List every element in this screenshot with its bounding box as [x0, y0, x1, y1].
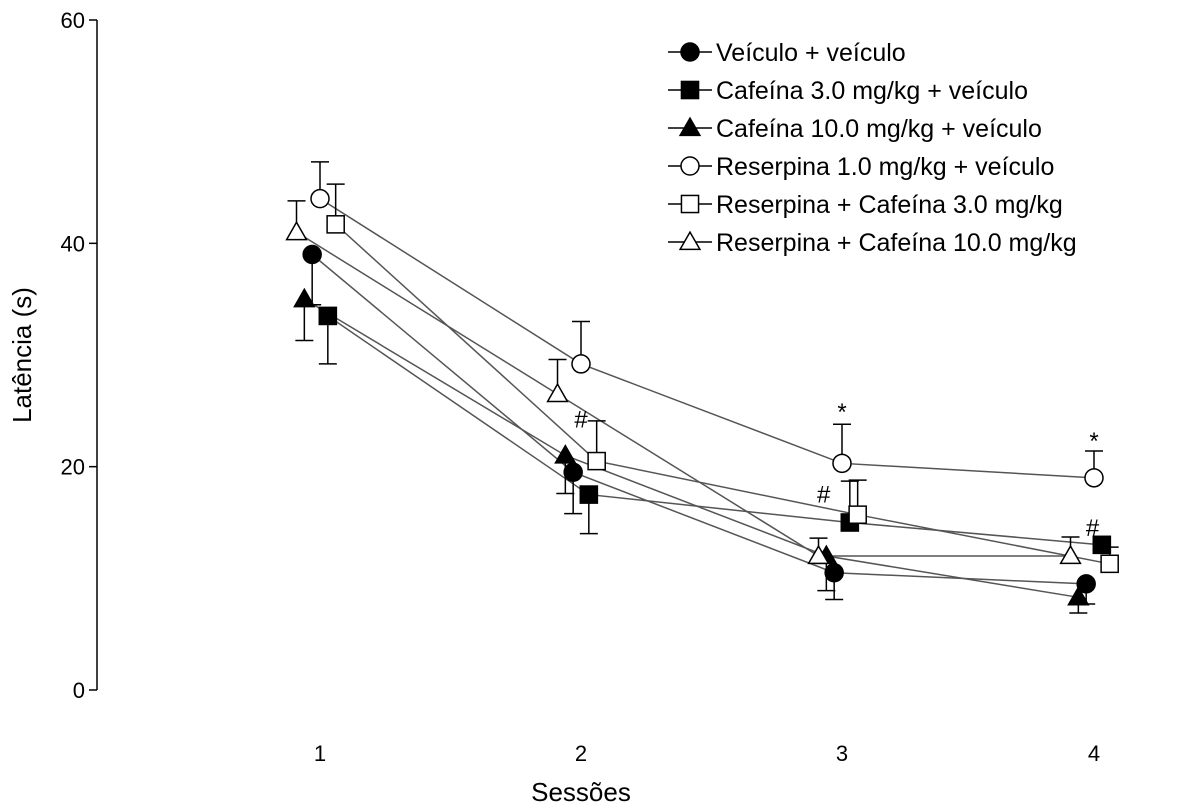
legend-item: Reserpina 1.0 mg/kg + veículo — [668, 153, 1054, 181]
data-point — [832, 453, 852, 474]
data-point — [1084, 468, 1104, 488]
legend-item: Cafeína 10.0 mg/kg + veículo — [668, 115, 1042, 143]
data-point — [587, 451, 606, 471]
significance-mark: # — [817, 481, 831, 508]
y-tick-label: 20 — [61, 455, 85, 480]
y-axis-title: Latência (s) — [7, 287, 37, 423]
legend-marker — [680, 156, 700, 176]
series-lines — [296, 198, 1110, 599]
data-point — [1059, 544, 1082, 565]
legend-label: Reserpina + Cafeína 3.0 mg/kg — [716, 191, 1063, 219]
data-point — [1067, 585, 1090, 606]
legend-item: Cafeína 3.0 mg/kg + veículo — [668, 77, 1028, 105]
legend-item: Reserpina + Cafeína 3.0 mg/kg — [668, 191, 1063, 219]
data-point — [848, 505, 867, 524]
x-tick-label: 1 — [314, 741, 326, 766]
legend-item: Veículo + veículo — [668, 39, 906, 67]
data-point — [310, 188, 330, 209]
series-line — [296, 231, 1071, 557]
series-line — [327, 315, 1102, 546]
data-point — [571, 354, 591, 374]
data-point — [1100, 554, 1119, 574]
series-line — [303, 298, 1079, 599]
significance-mark: * — [1089, 428, 1098, 455]
significance-mark: # — [574, 407, 588, 434]
x-ticks: 1 2 3 4 — [314, 741, 1100, 766]
series-line — [335, 223, 1110, 565]
data-point — [326, 215, 345, 234]
legend-item: Reserpina + Cafeína 10.0 mg/kg — [668, 229, 1077, 257]
data-point — [554, 444, 577, 464]
series-layer — [285, 161, 1119, 614]
legend: Veículo + veículo Cafeína 3.0 mg/kg + veí… — [668, 39, 1077, 257]
legend-label: Cafeína 10.0 mg/kg + veículo — [716, 115, 1042, 143]
y-tick-label: 40 — [61, 231, 85, 256]
legend-label: Reserpina + Cafeína 10.0 mg/kg — [716, 229, 1077, 257]
legend-label: Veículo + veículo — [716, 39, 906, 67]
annotations: # * # * # — [574, 399, 1100, 542]
significance-mark: * — [837, 399, 846, 426]
series-line — [311, 253, 1087, 585]
significance-mark: # — [1086, 515, 1100, 542]
y-tick-label: 60 — [61, 8, 85, 33]
legend-marker — [680, 194, 700, 214]
data-point — [285, 220, 308, 241]
data-point — [293, 287, 316, 308]
legend-marker — [678, 116, 702, 137]
y-tick-label: 0 — [73, 678, 85, 703]
data-point — [579, 485, 599, 504]
legend-marker — [680, 42, 700, 62]
series-markers — [285, 188, 1119, 606]
data-point — [546, 382, 569, 403]
legend-label: Cafeína 3.0 mg/kg + veículo — [716, 77, 1028, 105]
data-point — [1092, 535, 1112, 555]
x-tick-label: 4 — [1088, 741, 1100, 766]
legend-label: Reserpina 1.0 mg/kg + veículo — [716, 153, 1054, 181]
data-point — [563, 462, 583, 482]
legend-marker — [680, 80, 700, 100]
y-ticks: 0 20 40 60 — [61, 8, 97, 703]
data-point — [302, 244, 322, 265]
data-point — [824, 563, 844, 583]
x-tick-label: 2 — [575, 741, 587, 766]
data-point — [318, 306, 338, 326]
legend-marker — [678, 230, 702, 251]
data-point — [1076, 574, 1096, 594]
x-tick-label: 3 — [836, 741, 848, 766]
data-point — [807, 544, 830, 565]
series-line — [319, 198, 1095, 479]
x-axis-title: Sessões — [531, 777, 631, 807]
